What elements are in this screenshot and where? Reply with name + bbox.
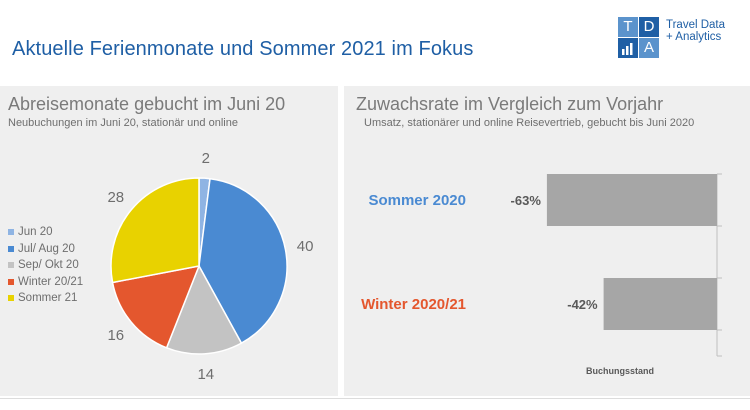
legend-swatch bbox=[8, 262, 14, 268]
pie-slice bbox=[111, 265, 201, 349]
tda-logo: T D A Travel Data + Analytics bbox=[618, 17, 748, 61]
bar-chart: -63% Sommer 2020 -42% Winter 2020/21 Buchung… bbox=[361, 173, 722, 376]
pie-value-label: 16 bbox=[107, 327, 124, 344]
bar-chart-icon bbox=[622, 43, 633, 55]
legend-item: Winter 20/21 bbox=[8, 274, 83, 291]
bar bbox=[546, 174, 717, 226]
logo-cell-t: T bbox=[618, 17, 638, 37]
bar-panel: Zuwachsrate im Vergleich zum Vorjahr Ums… bbox=[344, 86, 750, 396]
logo-grid: T D A bbox=[618, 17, 659, 58]
legend-label: Winter 20/21 bbox=[18, 275, 84, 288]
legend-item: Jun 20 bbox=[8, 224, 83, 241]
logo-text: Travel Data + Analytics bbox=[666, 19, 725, 43]
legend-label: Sommer 21 bbox=[18, 292, 78, 304]
bar-value-label: -42% bbox=[567, 297, 598, 312]
pie-value-label: 14 bbox=[197, 366, 214, 383]
pie-slice bbox=[110, 177, 200, 284]
pie-value-label: 2 bbox=[202, 150, 210, 167]
pie-slice bbox=[165, 264, 243, 355]
legend-label: Jun 20 bbox=[18, 226, 53, 238]
pie-subtitle: Neubuchungen im Juni 20, stationär und o… bbox=[8, 117, 238, 129]
legend-item: Sep/ Okt 20 bbox=[8, 257, 83, 274]
pie-value-label: 40 bbox=[297, 238, 314, 255]
logo-line-1: Travel Data bbox=[666, 19, 726, 31]
bar-category-label: Sommer 2020 bbox=[368, 192, 466, 209]
pie-title: Abreisemonate gebucht im Juni 20 bbox=[8, 94, 286, 114]
legend-item: Jul/ Aug 20 bbox=[8, 241, 83, 258]
pie-slice bbox=[198, 177, 288, 345]
pie-panel: Abreisemonate gebucht im Juni 20 Neubuch… bbox=[0, 86, 338, 396]
bar-title: Zuwachsrate im Vergleich zum Vorjahr bbox=[356, 94, 664, 114]
legend-swatch bbox=[8, 278, 14, 285]
logo-cell-bars bbox=[618, 38, 638, 58]
x-axis-label: Buchungsstand bbox=[586, 366, 654, 376]
pie-value-label: 28 bbox=[107, 189, 124, 206]
legend-swatch bbox=[8, 295, 14, 301]
logo-cell-a: A bbox=[639, 38, 659, 58]
bar-category-label: Winter 2020/21 bbox=[361, 296, 466, 313]
legend-label: Sep/ Okt 20 bbox=[18, 259, 79, 271]
page-title: Aktuelle Ferienmonate und Sommer 2021 im… bbox=[12, 38, 474, 60]
legend-label: Jul/ Aug 20 bbox=[18, 242, 75, 255]
legend-item: Sommer 21 bbox=[8, 290, 83, 307]
legend-swatch bbox=[8, 245, 14, 252]
logo-line-2: + Analytics bbox=[666, 31, 722, 43]
pie-legend: Jun 20 Jul/ Aug 20 Sep/ Okt 20 Winter 20/21… bbox=[8, 224, 83, 307]
logo-cell-d: D bbox=[639, 17, 659, 37]
bottom-divider bbox=[0, 398, 750, 399]
legend-swatch bbox=[8, 229, 14, 235]
bar-subtitle: Umsatz, stationärer und online Reisevert… bbox=[364, 117, 695, 129]
bar bbox=[603, 278, 717, 330]
bar-value-label: -63% bbox=[511, 193, 542, 208]
pie-chart: 2 40 14 16 28 bbox=[107, 150, 314, 383]
